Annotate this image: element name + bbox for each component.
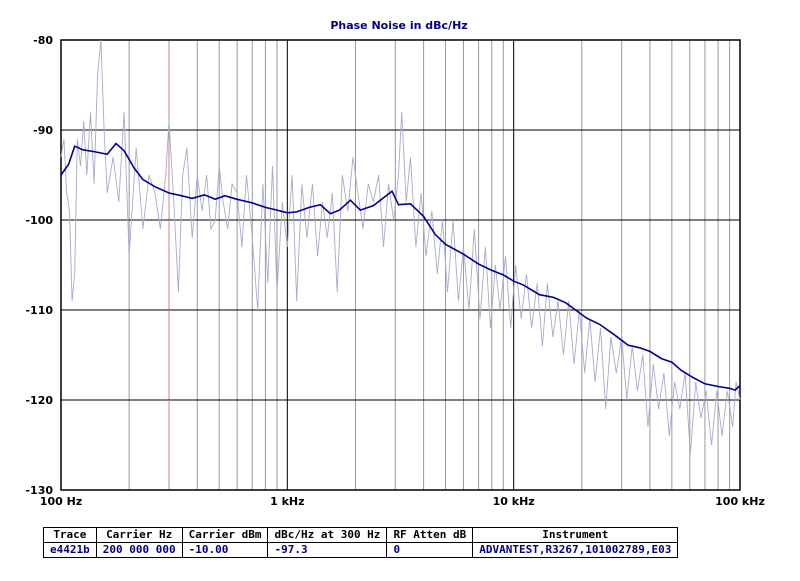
y-tick-label: -120	[25, 394, 53, 407]
smoothed-trace-line	[60, 142, 741, 392]
header-carrier-hz: Carrier Hz	[95, 527, 183, 543]
value-carrier-dbm: -10.00	[181, 542, 269, 558]
raw-trace-layer	[60, 39, 741, 455]
value-dbc-at-300hz: -97.3	[267, 542, 388, 558]
raw-trace-line	[60, 39, 741, 455]
info-table: Trace Carrier Hz Carrier dBm dBc/Hz at 3…	[43, 527, 679, 558]
header-dbc-at-300hz: dBc/Hz at 300 Hz	[267, 527, 388, 543]
y-tick-label: -130	[25, 484, 53, 497]
y-tick-label: -110	[25, 304, 53, 317]
value-instrument: ADVANTEST,R3267,101002789,E03	[472, 542, 679, 558]
x-tick-label: 10 kHz	[493, 495, 535, 508]
header-trace: Trace	[43, 527, 97, 543]
value-rf-atten: 0	[386, 542, 474, 558]
info-value-row: e4421b 200 000 000 -10.00 -97.3 0 ADVANT…	[43, 542, 679, 558]
info-header-row: Trace Carrier Hz Carrier dBm dBc/Hz at 3…	[43, 527, 679, 543]
plot-border	[60, 39, 741, 491]
x-tick-label: 100 Hz	[40, 495, 82, 508]
x-tick-label: 100 kHz	[715, 495, 765, 508]
x-tick-label: 1 kHz	[270, 495, 304, 508]
grid	[60, 39, 741, 491]
y-tick-label: -100	[25, 214, 53, 227]
plot-area	[61, 40, 740, 490]
phase-noise-chart: Phase Noise in dBc/Hz -80 -90 -100 -110 -120…	[25, 19, 764, 508]
y-tick-label: -80	[33, 34, 53, 47]
value-carrier-hz: 200 000 000	[95, 542, 183, 558]
header-carrier-dbm: Carrier dBm	[181, 527, 269, 543]
chart-title: Phase Noise in dBc/Hz	[330, 19, 467, 32]
smoothed-trace-layer	[60, 142, 741, 392]
header-rf-atten: RF Atten dB	[386, 527, 474, 543]
value-trace: e4421b	[43, 542, 97, 558]
header-instrument: Instrument	[472, 527, 679, 543]
y-tick-label: -90	[33, 124, 53, 137]
